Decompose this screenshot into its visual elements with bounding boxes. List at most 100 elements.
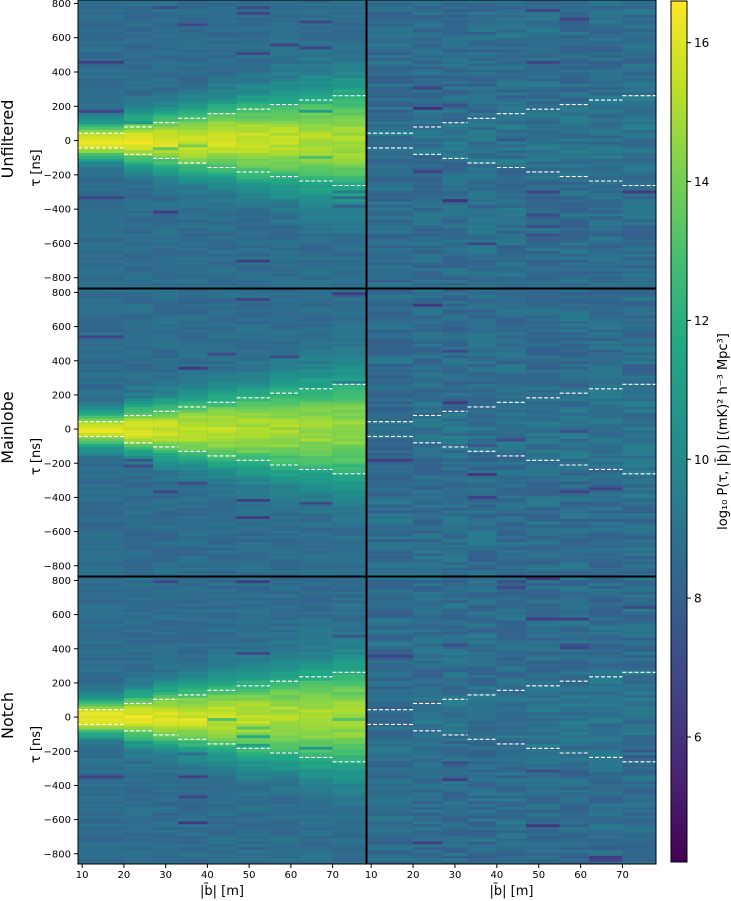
heatmap-cell [442,355,468,359]
heatmap-cell [526,256,560,260]
heatmap-cell [178,812,208,816]
heatmap-cell [588,146,623,151]
heatmap-cell [332,766,366,770]
heatmap-cell [153,495,179,499]
heatmap-cell [622,123,656,128]
heatmap-cell [559,247,589,251]
heatmap-cell [467,239,497,243]
heatmap-cell [367,366,414,370]
heatmap-cell [153,190,179,194]
heatmap-cell [496,475,527,479]
heatmap-cell [332,734,366,739]
heatmap-cell [559,421,589,425]
heatmap-cell [178,326,208,330]
heatmap-cell [413,311,443,316]
heatmap-cell [467,332,497,336]
heatmap-cell [496,478,527,482]
heatmap-cell [332,377,366,382]
heatmap-cell [78,729,124,733]
heatmap-cell [413,306,443,310]
heatmap-cell [622,57,656,61]
heatmap-cell [78,403,124,408]
heatmap-cell [526,311,560,316]
heatmap-cell [367,109,414,113]
heatmap-cell [270,640,300,644]
heatmap-cell [496,429,527,433]
heatmap-cell [413,412,443,416]
heatmap-cell [367,835,414,839]
heatmap-cell [496,250,527,254]
heatmap-cell [496,291,527,296]
heatmap-cell [123,829,154,833]
heatmap-cell [236,100,270,105]
heatmap-cell [467,475,497,479]
heatmap-cell [588,334,623,339]
heatmap-cell [153,0,179,4]
heatmap-cell [207,43,237,47]
heatmap-cell [207,360,237,365]
heatmap-cell [622,63,656,67]
heatmap-cell [559,363,589,367]
heatmap-cell [270,668,300,673]
heatmap-cell [207,115,237,119]
heatmap-cell [332,198,366,202]
heatmap-cell [78,697,124,701]
heatmap-cell [332,582,366,587]
heatmap-cell [367,746,414,750]
heatmap-cell [622,343,656,347]
heatmap-cell [332,273,366,277]
heatmap-cell [332,826,366,830]
heatmap-cell [207,311,237,316]
heatmap-cell [207,149,237,154]
heatmap-cell [467,51,497,56]
heatmap-cell [367,504,414,508]
heatmap-cell [123,221,154,226]
heatmap-cell [413,535,443,540]
heatmap-cell [236,363,270,367]
heatmap-cell [526,535,560,540]
heatmap-cell [367,527,414,531]
heatmap-cell [178,789,208,793]
heatmap-cell [78,69,124,73]
heatmap-cell [559,135,589,139]
heatmap-cell [526,392,560,396]
heatmap-cell [442,158,468,162]
heatmap-cell [153,858,179,862]
heatmap-cell [270,487,300,491]
heatmap-cell [270,192,300,197]
heatmap-cell [178,703,208,707]
heatmap-cell [526,300,560,304]
heatmap-cell [467,192,497,197]
heatmap-cell [367,461,414,465]
heatmap-cell [178,14,208,18]
heatmap-cell [178,28,208,33]
heatmap-cell [236,409,270,413]
heatmap-cell [123,372,154,376]
heatmap-cell [526,550,560,554]
heatmap-cell [153,585,179,589]
heatmap-cell [588,74,623,79]
heatmap-cell [207,204,237,208]
heatmap-cell [622,340,656,344]
heatmap-cell [559,210,589,214]
heatmap-cell [332,631,366,635]
heatmap-cell [270,72,300,76]
y-tick-label: 400 [52,644,71,655]
heatmap-cell [236,694,270,698]
heatmap-cell [78,195,124,200]
heatmap-cell [178,218,208,223]
heatmap-cell [559,553,589,557]
heatmap-cell [153,250,179,254]
heatmap-cell [622,17,656,21]
heatmap-cell [622,455,656,459]
heatmap-cell [153,547,179,551]
heatmap-cell [299,671,333,675]
heatmap-cell [367,69,414,73]
heatmap-cell [123,392,154,396]
heatmap-cell [236,380,270,385]
heatmap-cell [367,570,414,574]
heatmap-cell [123,469,154,474]
heatmap-cell [299,340,333,344]
heatmap-cell [153,504,179,508]
heatmap-cell [207,683,237,687]
